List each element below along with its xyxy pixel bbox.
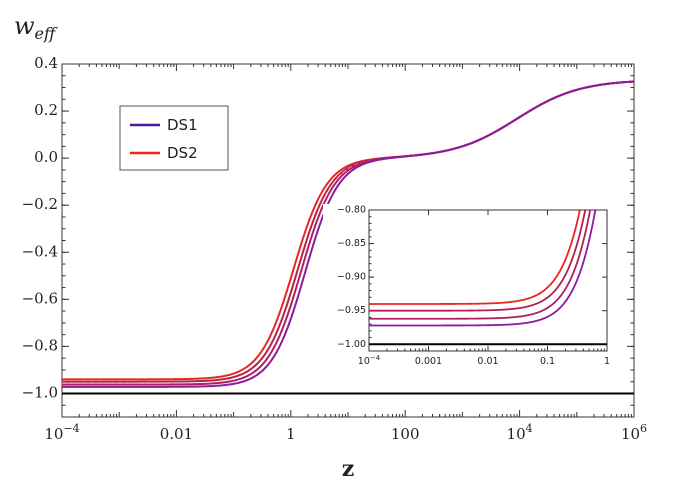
y-tick-label: 0.0	[34, 148, 58, 166]
inset-y-tick-label: −0.95	[337, 305, 366, 316]
y-tick-label: −0.2	[22, 195, 58, 213]
inset-x-tick-label: 1	[604, 356, 610, 367]
inset-series-line	[369, 210, 592, 320]
y-axis-label: weff	[14, 12, 58, 43]
y-tick-label: −1.0	[22, 383, 58, 401]
inset-series-line-dashed	[369, 210, 589, 316]
x-tick-label: 1	[286, 425, 296, 443]
legend-label: DS2	[167, 144, 198, 162]
inset-series-group	[369, 210, 597, 327]
inset-y-tick-label: −1.00	[337, 339, 366, 350]
inset-series-line	[369, 210, 581, 305]
legend-box	[119, 105, 229, 171]
inset-y-tick-label: −0.80	[337, 205, 366, 216]
inset-x-tick-label: 0.001	[415, 356, 442, 367]
inset-y-tick-label: −0.85	[337, 238, 366, 249]
inset-x-tick-label: 10−4	[358, 354, 381, 367]
x-tick-label: 100	[391, 425, 420, 443]
inset-series-line	[369, 210, 587, 312]
y-tick-label: −0.4	[22, 242, 58, 260]
series-line	[62, 80, 634, 388]
inset-series-line	[369, 210, 597, 327]
y-tick-label: −0.6	[22, 289, 58, 307]
x-tick-label: 0.01	[160, 425, 193, 443]
inset-frame	[368, 209, 608, 352]
x-tick-label: 10−4	[44, 422, 79, 443]
inset-x-tick-label: 0.1	[540, 356, 555, 367]
x-axis-label: z	[342, 456, 355, 482]
inset-y-tick-label: −0.90	[337, 272, 366, 283]
legend-label: DS1	[167, 116, 198, 134]
main-series-group	[62, 80, 634, 388]
y-tick-label: 0.2	[34, 101, 58, 119]
y-tick-label: 0.4	[34, 54, 58, 72]
x-tick-label: 106	[621, 422, 647, 443]
inset-x-tick-label: 0.01	[477, 356, 498, 367]
y-tick-label: −0.8	[22, 336, 58, 354]
x-tick-label: 104	[507, 422, 533, 443]
